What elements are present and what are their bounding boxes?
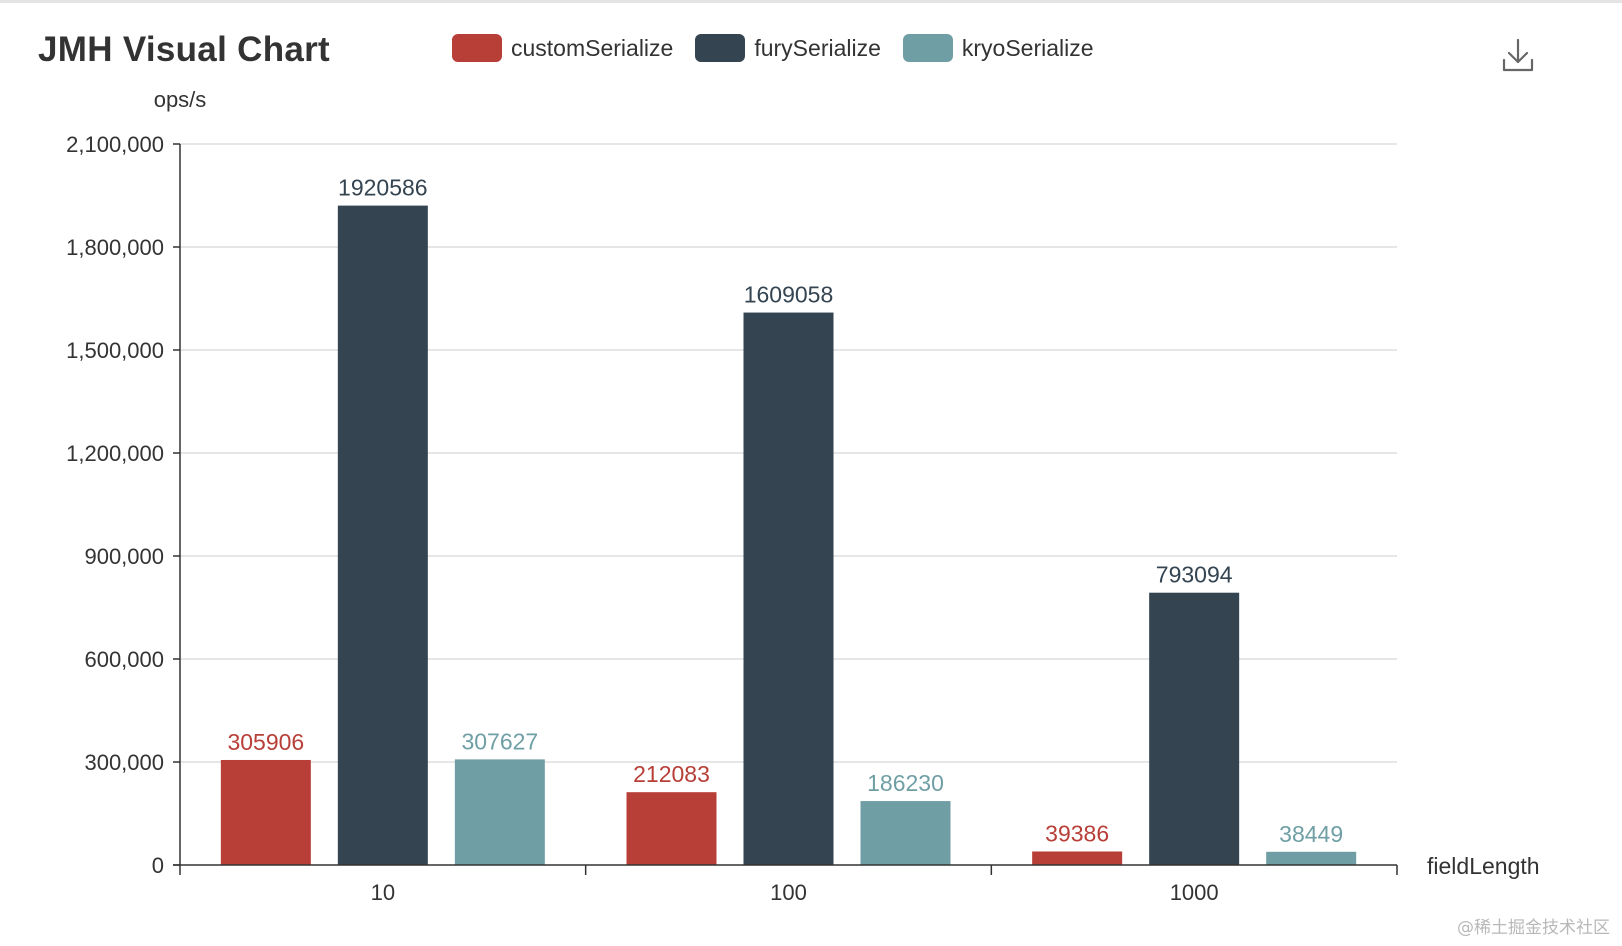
bar-value-label: 39386: [1045, 820, 1109, 846]
top-border: [0, 0, 1622, 3]
y-tick-label: 1,200,000: [66, 441, 164, 466]
axes: [173, 143, 1398, 875]
legend: customSerialize furySerialize kryoSerial…: [452, 33, 1116, 63]
legend-label-kryoSerialize: kryoSerialize: [961, 34, 1094, 61]
x-tick-label: 100: [770, 880, 807, 905]
legend-item-customSerialize[interactable]: customSerialize: [452, 34, 673, 62]
watermark: @稀土掘金技术社区: [1457, 918, 1610, 938]
download-button[interactable]: [1498, 36, 1538, 76]
legend-swatch-furySerialize: [695, 34, 746, 62]
bar-customSerialize-10[interactable]: [220, 759, 311, 865]
x-axis-label: fieldLength: [1427, 853, 1540, 879]
y-tick-label: 900,000: [84, 544, 164, 569]
bar-value-label: 793094: [1156, 562, 1233, 588]
bar-kryoSerialize-100[interactable]: [860, 801, 951, 865]
bar-kryoSerialize-1000[interactable]: [1266, 851, 1357, 865]
legend-label-customSerialize: customSerialize: [511, 34, 674, 61]
legend-swatch-kryoSerialize: [902, 34, 953, 62]
bar-furySerialize-10[interactable]: [337, 205, 428, 865]
bar-value-label: 212083: [633, 761, 710, 787]
y-tick-label: 0: [152, 853, 164, 878]
legend-item-furySerialize[interactable]: furySerialize: [695, 34, 881, 62]
bar-value-label: 305906: [227, 729, 304, 755]
bars: [220, 205, 1357, 865]
y-tick-label: 1,500,000: [66, 338, 164, 363]
bar-value-label: 1609058: [744, 282, 834, 308]
x-tick-label: 10: [371, 880, 395, 905]
y-tick-label: 600,000: [84, 647, 164, 672]
bar-value-label: 307627: [461, 728, 538, 754]
chart-title: JMH Visual Chart: [38, 30, 331, 69]
legend-swatch-customSerialize: [452, 34, 502, 62]
bar-customSerialize-1000[interactable]: [1032, 851, 1123, 865]
y-axis-label: ops/s: [154, 87, 207, 112]
bar-value-label: 186230: [867, 770, 944, 796]
y-tick-label: 300,000: [84, 750, 164, 775]
bar-value-label: 38449: [1279, 821, 1343, 847]
x-tick-label: 1000: [1170, 880, 1219, 905]
legend-label-furySerialize: furySerialize: [754, 34, 881, 61]
download-icon: [1502, 38, 1534, 72]
legend-item-kryoSerialize[interactable]: kryoSerialize: [902, 34, 1094, 62]
bar-furySerialize-1000[interactable]: [1149, 592, 1240, 865]
y-tick-label: 1,800,000: [66, 235, 164, 260]
bar-customSerialize-100[interactable]: [626, 792, 717, 865]
bar-value-label: 1920586: [338, 175, 428, 201]
y-tick-label: 2,100,000: [66, 132, 164, 157]
labels: 0 300,000 600,000 900,000 1,200,000 1,500,000…: [66, 132, 1343, 905]
bar-furySerialize-100[interactable]: [743, 312, 834, 865]
bar-kryoSerialize-10[interactable]: [454, 759, 545, 865]
